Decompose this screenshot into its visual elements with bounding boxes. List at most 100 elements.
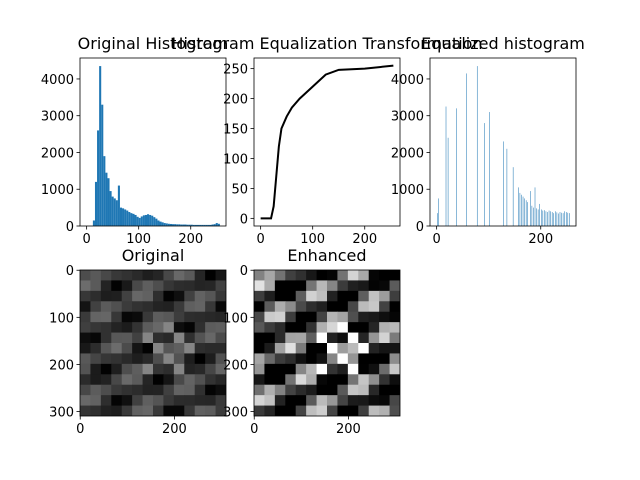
- image-region: [264, 343, 276, 354]
- y-tick-label: 4000: [391, 73, 424, 88]
- image-region: [163, 405, 175, 416]
- image-region: [173, 280, 185, 292]
- image-region: [327, 322, 338, 334]
- image-region: [306, 363, 318, 375]
- histogram-bar: [128, 212, 131, 226]
- image-region: [295, 290, 307, 302]
- image-region: [194, 290, 206, 302]
- image-region: [163, 270, 175, 281]
- image-region: [327, 363, 338, 375]
- image-region: [358, 280, 370, 292]
- image-region: [379, 374, 391, 386]
- bar: [545, 211, 547, 226]
- image-region: [316, 405, 328, 416]
- image-region: [285, 363, 297, 375]
- line: [260, 64, 394, 220]
- bar: [534, 187, 536, 226]
- image-region: [316, 311, 328, 323]
- x-tick-label: 200: [178, 232, 203, 247]
- image-region: [111, 332, 123, 344]
- image-region: [132, 395, 144, 407]
- image-region: [100, 405, 112, 416]
- image-region: [379, 322, 391, 334]
- bar: [437, 213, 438, 226]
- bar: [547, 212, 548, 226]
- image-region: [306, 270, 318, 281]
- bar: [550, 211, 551, 226]
- bar: [542, 210, 544, 226]
- image-region: [111, 343, 123, 354]
- image-region: [163, 353, 175, 365]
- image-region: [215, 384, 226, 396]
- image-region: [153, 374, 164, 386]
- image-region: [132, 301, 144, 313]
- image-region: [316, 384, 328, 396]
- image-region: [142, 322, 154, 334]
- image-region: [153, 301, 164, 313]
- image-region: [184, 290, 196, 302]
- image-region: [285, 353, 297, 365]
- histogram-bar: [186, 224, 189, 226]
- y-tick-label: 250: [223, 63, 248, 78]
- image-region: [163, 332, 175, 344]
- histogram-bar: [199, 224, 202, 226]
- axes-frame: [253, 269, 401, 417]
- image-region: [194, 311, 206, 323]
- image-region: [173, 363, 185, 375]
- image-region: [358, 353, 370, 365]
- image-region: [306, 405, 318, 416]
- bar: [484, 123, 485, 226]
- y-tick-label: 300: [223, 406, 248, 421]
- image-region: [80, 343, 91, 354]
- image-region: [184, 363, 196, 375]
- image-region: [327, 395, 338, 407]
- image-region: [194, 353, 206, 365]
- image-region: [337, 384, 349, 396]
- histogram-bar: [142, 215, 145, 226]
- image-region: [337, 301, 349, 313]
- y-tick-label: 0: [240, 212, 248, 227]
- image-region: [194, 270, 206, 281]
- image-region: [173, 353, 185, 365]
- bar: [447, 137, 449, 226]
- image-region: [285, 301, 297, 313]
- plot-area: [437, 66, 570, 226]
- image-region: [121, 311, 133, 323]
- image-region: [80, 290, 91, 302]
- bar: [536, 208, 537, 226]
- image-region: [285, 384, 297, 396]
- image-region: [327, 353, 338, 365]
- histogram-bar: [140, 216, 143, 226]
- image-region: [327, 280, 338, 292]
- histogram-bar: [180, 224, 183, 226]
- image-region: [274, 301, 286, 313]
- axes-frame: [79, 269, 227, 417]
- histogram-bar: [132, 213, 135, 226]
- histogram-bar: [97, 130, 100, 226]
- histogram-bar: [174, 224, 177, 226]
- image-region: [306, 384, 318, 396]
- image-region: [285, 270, 297, 281]
- image-region: [111, 363, 123, 375]
- plot-area: [254, 270, 400, 416]
- image-region: [173, 405, 185, 416]
- image-region: [358, 332, 370, 344]
- image-region: [111, 301, 123, 313]
- image-region: [337, 363, 349, 375]
- image-region: [389, 290, 400, 302]
- image-region: [163, 395, 175, 407]
- image-region: [274, 280, 286, 292]
- bar: [553, 213, 555, 226]
- bar: [506, 148, 508, 226]
- image-region: [111, 280, 123, 292]
- image-region: [264, 322, 276, 334]
- image-region: [121, 301, 133, 313]
- image-region: [184, 374, 196, 386]
- histogram-bar: [215, 223, 218, 226]
- image-region: [173, 395, 185, 407]
- image-region: [184, 343, 196, 354]
- image-region: [316, 280, 328, 292]
- image-region: [153, 332, 164, 344]
- histogram-bar: [119, 207, 123, 226]
